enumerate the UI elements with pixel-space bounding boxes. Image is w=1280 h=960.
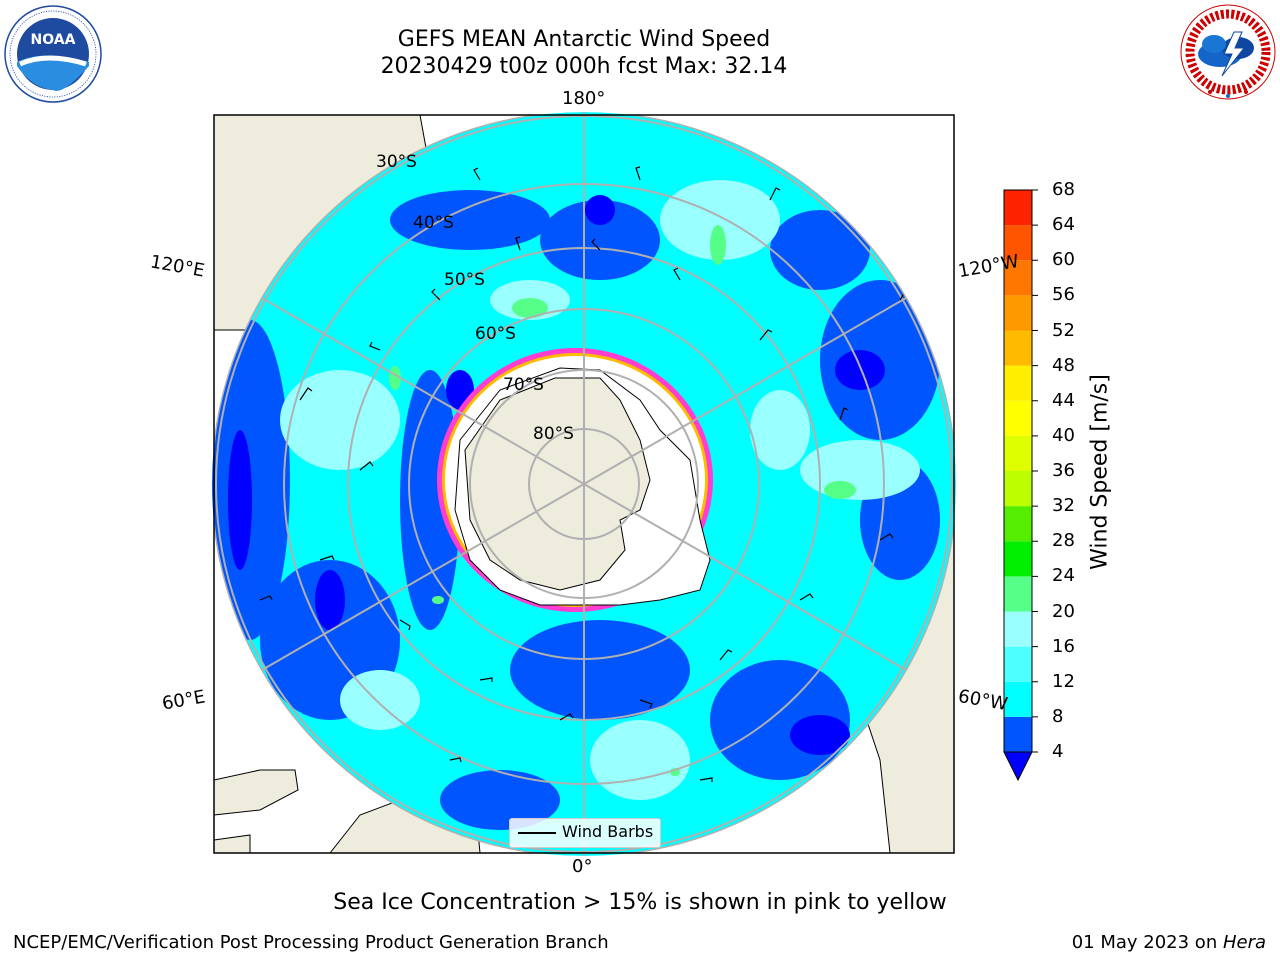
colorbar-tick-label: 64: [1052, 214, 1075, 236]
colorbar-segment: [1004, 716, 1032, 752]
colorbar-tick-label: 32: [1052, 495, 1075, 517]
lon-label-180: 180°: [562, 88, 606, 109]
chart-title: GEFS MEAN Antarctic Wind Speed: [397, 27, 771, 52]
wind-barbs: [259, 166, 911, 782]
sea-ice-note: Sea Ice Concentration > 15% is shown in …: [333, 890, 947, 915]
colorbar-tick-label: 44: [1052, 389, 1075, 411]
lat-label-60s: 60°S: [475, 324, 516, 344]
colorbar-tick-label: 16: [1052, 635, 1075, 657]
colorbar-segment: [1004, 260, 1032, 296]
legend-line-swatch: [518, 832, 556, 834]
footer-date-text: 01 May 2023 on: [1071, 932, 1223, 953]
colorbar-segment: [1004, 435, 1032, 471]
colorbar-segment: [1004, 646, 1032, 682]
chart-subtitle: 20230429 t00z 000h fcst Max: 32.14: [380, 54, 788, 79]
svg-text:NOAA: NOAA: [31, 32, 76, 48]
footer-date: 01 May 2023 on Hera: [1072, 932, 1266, 953]
colorbar-label: Wind Speed [m/s]: [1087, 374, 1113, 570]
colorbar-segment: [1004, 400, 1032, 436]
colorbar-segment: [1004, 611, 1032, 647]
legend-label: Wind Barbs: [562, 822, 654, 841]
colorbar-tick-label: 40: [1052, 424, 1075, 446]
colorbar-tick-label: 28: [1052, 530, 1075, 552]
lat-label-80s: 80°S: [533, 424, 574, 444]
colorbar-segment: [1004, 365, 1032, 401]
graticule: [215, 112, 953, 856]
colorbar-tick-label: 4: [1052, 741, 1064, 762]
wind-band-4-8: [212, 190, 940, 830]
noaa-logo-icon: NOAA: [4, 5, 102, 103]
wind-speed-field: [212, 112, 956, 856]
lon-label-0: 0°: [572, 856, 593, 877]
colorbar-tick-label: 68: [1052, 179, 1075, 200]
colorbar-segment: [1004, 295, 1032, 331]
lat-label-50s: 50°S: [444, 270, 485, 290]
colorbar-tick-label: 36: [1052, 460, 1075, 481]
colorbar-segment: [1004, 225, 1032, 261]
colorbar: [1003, 189, 1038, 782]
colorbar-tick-label: 8: [1052, 705, 1064, 727]
colorbar-under-arrow: [1003, 751, 1033, 782]
colorbar-segment: [1004, 681, 1032, 717]
colorbar-segment: [1004, 330, 1032, 366]
wind-band-16-20: [280, 180, 920, 800]
lat-label-70s: 70°S: [503, 375, 544, 395]
colorbar-tick-label: 20: [1052, 600, 1075, 622]
colorbar-tick-label: 48: [1052, 354, 1075, 376]
colorbar-segment: [1004, 576, 1032, 612]
lat-label-40s: 40°S: [413, 213, 454, 233]
lat-label-30s: 30°S: [376, 152, 417, 172]
colorbar-tick-label: 60: [1052, 249, 1075, 271]
nws-logo-icon: [1180, 4, 1276, 100]
wind-barbs-legend: Wind Barbs: [509, 818, 661, 848]
footer-host: Hera: [1222, 932, 1266, 953]
colorbar-segment: [1004, 541, 1032, 577]
wind-band-under-4: [228, 195, 885, 755]
colorbar-tick-label: 56: [1052, 284, 1075, 306]
colorbar-tick-label: 52: [1052, 319, 1075, 341]
colorbar-segment: [1004, 506, 1032, 542]
colorbar-tick-label: 12: [1052, 670, 1075, 692]
madagascar-land: [214, 769, 299, 816]
footer-branch: NCEP/EMC/Verification Post Processing Pr…: [13, 932, 609, 953]
colorbar-segment: [1004, 471, 1032, 507]
colorbar-segment: [1004, 190, 1032, 226]
colorbar-tick-label: 24: [1052, 565, 1075, 587]
map-frame: [213, 114, 955, 854]
